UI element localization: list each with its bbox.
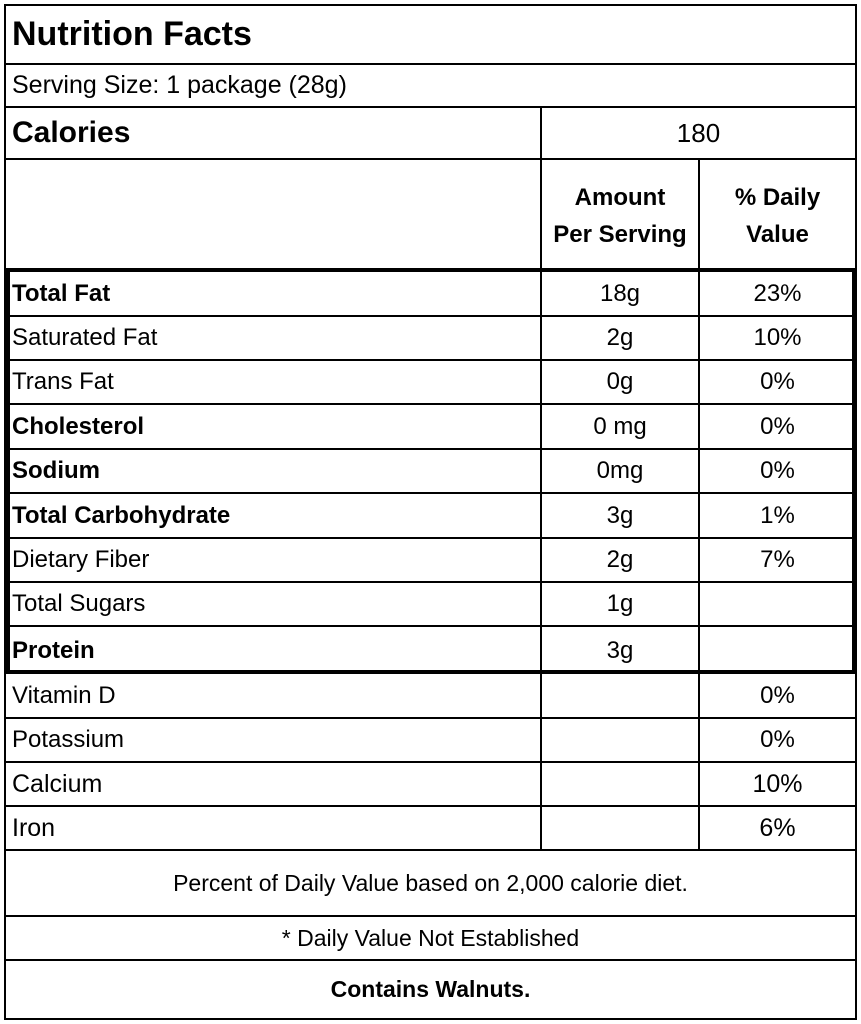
nutrient-dv: 0%	[760, 412, 795, 440]
serving-size-row: Serving Size: 1 package (28g)	[6, 65, 855, 108]
vitamin-name: Potassium	[6, 719, 542, 761]
nutrient-amount: 1g	[542, 583, 700, 625]
nutrient-dv	[700, 627, 855, 674]
vitamin-name: Iron	[6, 807, 542, 849]
calories-label: Calories	[6, 108, 542, 158]
daily-value-header: % Daily Value	[700, 160, 855, 272]
nutrient-row-dietary-fiber: Dietary Fiber 2g 7%	[6, 539, 855, 583]
vitamin-dv: 6%	[759, 813, 796, 842]
nutrient-name: Total Carbohydrate	[6, 494, 542, 537]
header-blank-cell	[6, 160, 542, 272]
serving-size: Serving Size: 1 package (28g)	[12, 71, 347, 99]
allergen-statement: Contains Walnuts.	[330, 976, 531, 1002]
vitamin-amount	[542, 674, 700, 717]
vitamin-row-vitamin-d: Vitamin D 0%	[6, 674, 855, 719]
amount-header-line2: Per Serving	[553, 221, 687, 248]
vitamin-row-potassium: Potassium 0%	[6, 719, 855, 763]
vitamin-amount	[542, 719, 700, 761]
title-row: Nutrition Facts	[6, 6, 855, 65]
nutrient-row-saturated-fat: Saturated Fat 2g 10%	[6, 317, 855, 361]
nutrient-dv: 0%	[760, 368, 795, 395]
nutrition-facts-label: Nutrition Facts Serving Size: 1 package …	[4, 4, 857, 1020]
nutrient-name: Cholesterol	[6, 405, 542, 448]
nutrient-dv: 1%	[760, 501, 795, 529]
nutrient-amount: 0g	[542, 361, 700, 403]
vitamin-amount	[542, 807, 700, 849]
vitamin-name: Vitamin D	[6, 674, 542, 717]
nutrient-name: Saturated Fat	[6, 317, 542, 359]
vitamin-name: Calcium	[6, 763, 542, 805]
vitamin-dv: 0%	[760, 681, 795, 709]
daily-value-basis-row: Percent of Daily Value based on 2,000 ca…	[6, 851, 855, 917]
calories-value: 180	[676, 117, 721, 148]
nutrient-dv: 7%	[760, 546, 795, 573]
dv-header-line1: % Daily	[734, 183, 821, 211]
nutrient-row-trans-fat: Trans Fat 0g 0%	[6, 361, 855, 405]
dv-header-line2: Value	[746, 221, 809, 248]
nutrient-amount: 0mg	[542, 450, 700, 492]
nutrient-dv: 23%	[753, 279, 802, 307]
nutrient-name: Total Sugars	[6, 583, 542, 625]
nutrient-name: Total Fat	[6, 272, 542, 315]
allergen-row: Contains Walnuts.	[6, 961, 855, 1018]
not-established-row: * Daily Value Not Established	[6, 917, 855, 961]
nutrient-name: Protein	[6, 627, 542, 674]
vitamin-row-calcium: Calcium 10%	[6, 763, 855, 807]
amount-per-serving-header: Amount Per Serving	[542, 160, 700, 272]
daily-value-basis-note: Percent of Daily Value based on 2,000 ca…	[173, 869, 688, 896]
vitamin-dv: 10%	[752, 769, 803, 798]
nutrient-row-total-fat: Total Fat 18g 23%	[6, 272, 855, 317]
nutrient-amount: 0 mg	[542, 405, 700, 448]
nutrient-amount: 2g	[542, 317, 700, 359]
nutrient-row-total-sugars: Total Sugars 1g	[6, 583, 855, 627]
nutrient-amount: 3g	[542, 494, 700, 537]
vitamin-row-iron: Iron 6%	[6, 807, 855, 851]
amount-header-line1: Amount	[574, 183, 666, 211]
nutrient-amount: 18g	[542, 272, 700, 315]
vitamin-dv: 0%	[760, 726, 795, 753]
nutrient-dv: 10%	[753, 324, 802, 351]
nutrient-row-sodium: Sodium 0mg 0%	[6, 450, 855, 494]
label-title: Nutrition Facts	[12, 15, 252, 53]
calories-row: Calories 180	[6, 108, 855, 160]
nutrient-name: Sodium	[6, 450, 542, 492]
nutrient-amount: 2g	[542, 539, 700, 581]
nutrient-name: Trans Fat	[6, 361, 542, 403]
nutrient-row-cholesterol: Cholesterol 0 mg 0%	[6, 405, 855, 450]
nutrient-amount: 3g	[542, 627, 700, 674]
column-header-row: Amount Per Serving % Daily Value	[6, 160, 855, 272]
nutrient-dv	[700, 583, 855, 625]
nutrient-row-total-carbohydrate: Total Carbohydrate 3g 1%	[6, 494, 855, 539]
nutrient-row-protein: Protein 3g	[6, 627, 855, 674]
not-established-note: * Daily Value Not Established	[281, 924, 580, 951]
vitamin-amount	[542, 763, 700, 805]
nutrient-name: Dietary Fiber	[6, 539, 542, 581]
nutrient-dv: 0%	[760, 457, 795, 484]
